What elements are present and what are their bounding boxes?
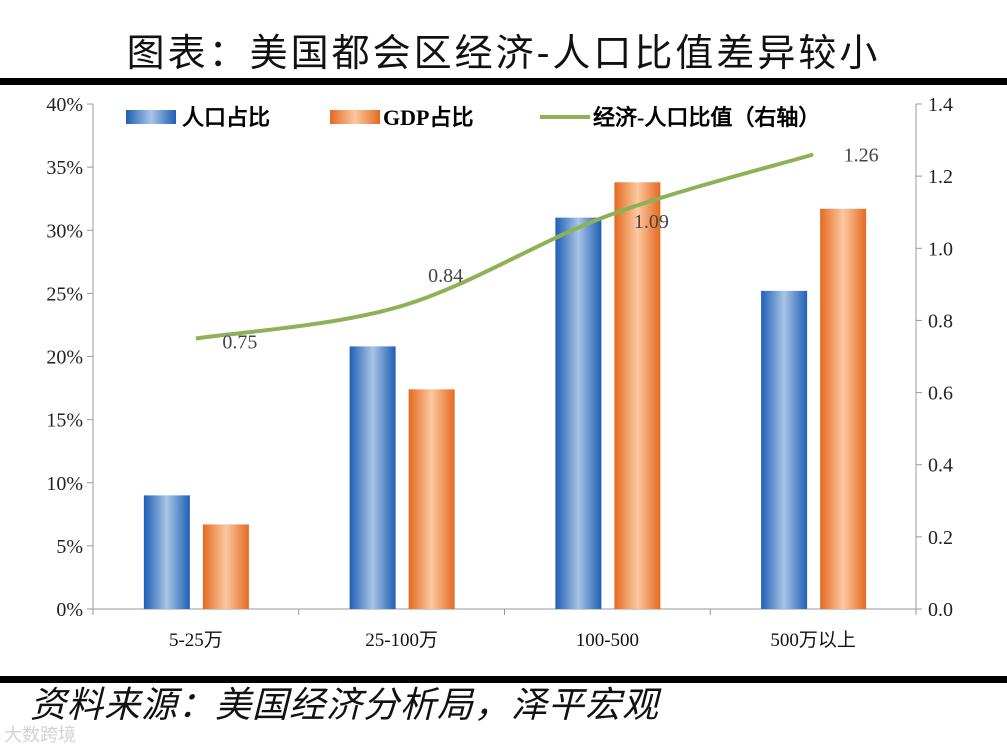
legend-label-population: 人口占比: [182, 105, 270, 130]
y-left-tick-label: 20%: [46, 347, 83, 369]
bar-population: [143, 495, 190, 609]
ratio-data-label: 0.75: [222, 331, 257, 353]
title-divider: [0, 78, 1007, 85]
y-left-tick-label: 30%: [46, 220, 83, 242]
bar-population: [349, 346, 396, 609]
y-right-tick-label: 1.0: [928, 238, 953, 260]
y-right-tick-label: 1.2: [928, 166, 953, 188]
source-divider: [0, 676, 1007, 683]
bar-gdp: [614, 182, 661, 609]
ratio-data-label: 1.26: [844, 145, 879, 167]
chart-title: 图表：美国都会区经济-人口比值差异较小: [126, 31, 881, 75]
y-left-tick-label: 15%: [46, 410, 83, 432]
ratio-data-label: 1.09: [634, 211, 669, 233]
x-tick-label: 25-100万: [365, 630, 438, 651]
legend-label-ratio: 经济-人口比值（右轴）: [593, 105, 820, 130]
x-tick-label: 5-25万: [169, 630, 223, 651]
y-right-tick-label: 0.6: [928, 383, 953, 405]
source-note: 资料来源：美国经济分析局，泽平宏观: [30, 685, 660, 726]
bar-gdp: [408, 389, 455, 609]
legend-swatch-gdp: [330, 110, 380, 124]
legend-label-gdp: GDP占比: [383, 105, 473, 130]
y-left-tick-label: 5%: [56, 536, 83, 558]
x-tick-label: 100-500: [576, 630, 639, 651]
y-left-tick-label: 10%: [46, 473, 83, 495]
bar-population: [555, 217, 602, 609]
y-left-tick-label: 0%: [56, 599, 83, 621]
x-tick-label: 500万以上: [770, 629, 856, 651]
ratio-line: [195, 152, 814, 341]
y-right-tick-label: 0.4: [928, 455, 953, 477]
bar-gdp: [202, 524, 249, 609]
chart: 0% 5% 10% 15% 20% 25% 30% 35% 40% 0.0 0.2 0.4 0.6 0.8…: [46, 94, 953, 651]
y-right-tick-label: 0.0: [928, 599, 953, 621]
y-left-tick-label: 40%: [46, 94, 83, 116]
y-left-tick-label: 25%: [46, 283, 83, 305]
watermark: 大数跨境: [4, 725, 76, 746]
y-right-tick-label: 1.4: [928, 94, 953, 116]
y-left-tick-label: 35%: [46, 157, 83, 179]
bar-population: [761, 290, 808, 609]
ratio-data-label: 0.84: [428, 265, 463, 287]
y-right-tick-label: 0.2: [928, 527, 953, 549]
legend-swatch-population: [126, 110, 176, 124]
bar-gdp: [820, 208, 867, 609]
y-right-tick-label: 0.8: [928, 310, 953, 332]
